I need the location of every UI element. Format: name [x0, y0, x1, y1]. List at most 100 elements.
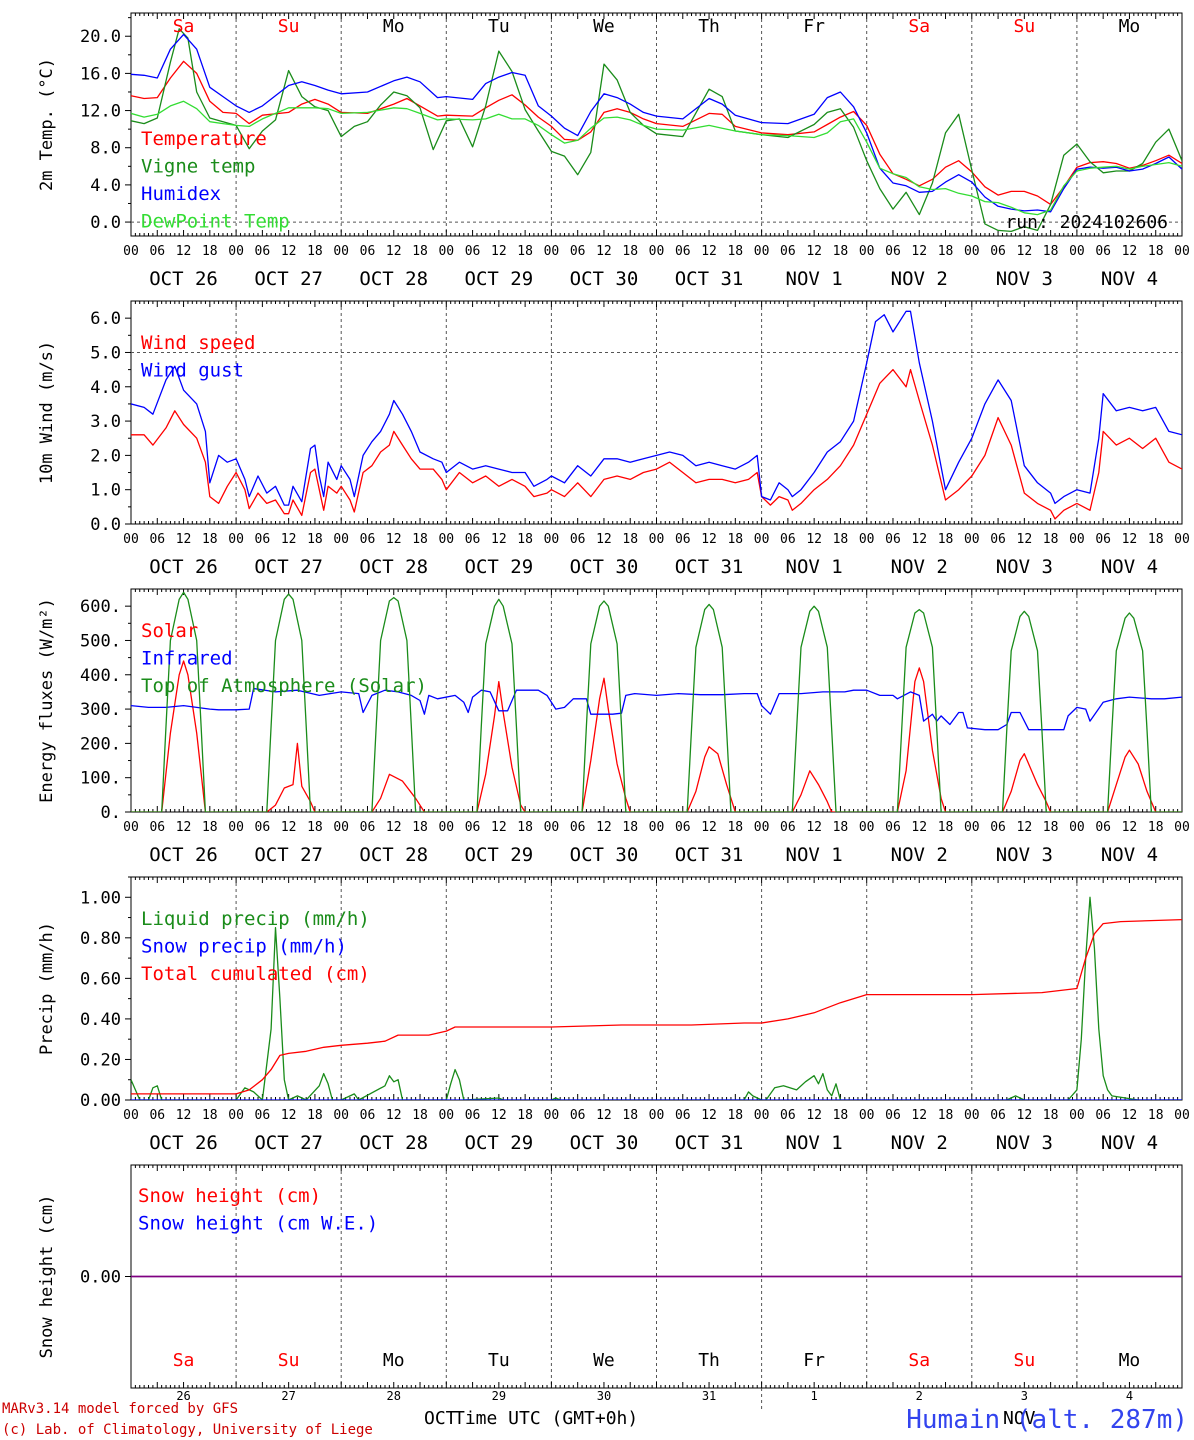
hour-tick-label: 06: [675, 532, 691, 547]
y-tick-label: 4.0: [90, 176, 121, 196]
panel-frame: [130, 12, 1183, 237]
date-label: NOV 1: [786, 556, 843, 578]
series-line-infrared: [131, 687, 1182, 731]
series-line-temperature: [131, 60, 1182, 206]
hour-tick-label: 00: [123, 532, 139, 547]
hour-tick-label: 06: [570, 532, 586, 547]
y-tick-label: 4.0: [90, 378, 121, 398]
day-number-label: 1: [811, 1389, 818, 1403]
hour-tick-label: 12: [386, 820, 402, 835]
hour-tick-label: 18: [202, 244, 218, 259]
footer-lab-credit: (c) Lab. of Climatology, University of L…: [2, 1422, 373, 1438]
weekday-label: Fr: [803, 16, 825, 37]
hour-tick-label: 12: [1017, 244, 1033, 259]
hour-tick-label: 00: [438, 532, 454, 547]
date-label: OCT 31: [675, 844, 744, 866]
weekday-label: Mo: [383, 16, 405, 37]
day-number-label: 3: [1021, 1389, 1028, 1403]
legend-entry: Top of Atmosphere (Solar): [141, 675, 427, 697]
hour-tick-label: 12: [596, 820, 612, 835]
hour-tick-label: 18: [1148, 532, 1164, 547]
legend-entry: Wind gust: [141, 360, 244, 382]
series-line-total-cumulated-cm-: [131, 918, 1182, 1095]
hour-tick-label: 12: [596, 532, 612, 547]
hour-tick-label: 00: [438, 244, 454, 259]
legend-entry: Total cumulated (cm): [141, 963, 370, 985]
hour-tick-label: 12: [1017, 820, 1033, 835]
date-label: NOV 2: [891, 844, 948, 866]
panel-3: 0. 100. 200. 300. 400. 500. 600. Energy fluxes …: [37, 588, 1190, 866]
hour-tick-label: 00: [859, 244, 875, 259]
hour-tick-label: 00: [333, 244, 349, 259]
hour-tick-label: 18: [1043, 532, 1059, 547]
hour-tick-label: 06: [1095, 244, 1111, 259]
y-tick-label: 8.0: [90, 139, 121, 159]
date-label: OCT 26: [149, 844, 218, 866]
panel-frame: [130, 588, 1183, 813]
panel-frame: [130, 300, 1183, 525]
y-tick-label: 0.80: [80, 929, 121, 949]
weekday-label: Sa: [908, 16, 930, 37]
hour-tick-label: 06: [675, 244, 691, 259]
hour-tick-label: 00: [1174, 1108, 1190, 1123]
hour-tick-label: 12: [911, 1108, 927, 1123]
hour-tick-label: 18: [727, 1108, 743, 1123]
date-label: NOV 1: [786, 1132, 843, 1154]
hour-tick-label: 18: [307, 1108, 323, 1123]
date-label: NOV 4: [1101, 268, 1158, 290]
y-axis-label: Snow height (cm): [37, 1195, 57, 1359]
hour-tick-label: 06: [255, 820, 271, 835]
date-label: OCT 30: [570, 268, 639, 290]
hour-tick-label: 00: [1174, 244, 1190, 259]
y-tick-label: 12.0: [80, 102, 121, 122]
date-label: OCT 28: [359, 556, 428, 578]
hour-tick-label: 06: [149, 1108, 165, 1123]
hour-tick-label: 12: [701, 1108, 717, 1123]
weekday-label: Mo: [1119, 1350, 1141, 1371]
hour-tick-label: 06: [570, 1108, 586, 1123]
hour-tick-label: 06: [149, 244, 165, 259]
y-tick-label: 300.: [80, 700, 121, 720]
hour-tick-label: 00: [649, 1108, 665, 1123]
weekday-label: Sa: [173, 1350, 195, 1371]
weekday-label: Th: [698, 1350, 720, 1371]
series-line-wind-gust: [131, 310, 1182, 506]
hour-tick-label: 18: [1148, 1108, 1164, 1123]
hour-tick-label: 18: [1148, 244, 1164, 259]
date-label: OCT 31: [675, 1132, 744, 1154]
hour-tick-label: 06: [255, 244, 271, 259]
date-label: OCT 29: [465, 268, 534, 290]
day-number-label: 31: [702, 1389, 716, 1403]
hour-tick-label: 00: [859, 1108, 875, 1123]
y-tick-label: 6.0: [90, 309, 121, 329]
hour-tick-label: 06: [780, 1108, 796, 1123]
hour-tick-label: 18: [622, 244, 638, 259]
day-number-label: 27: [281, 1389, 295, 1403]
hour-tick-label: 12: [596, 1108, 612, 1123]
series-line-solar: [131, 660, 1182, 812]
hour-tick-label: 06: [675, 820, 691, 835]
date-label: OCT 27: [254, 844, 323, 866]
hour-tick-label: 18: [1043, 1108, 1059, 1123]
hour-tick-label: 18: [412, 244, 428, 259]
date-label: OCT 31: [675, 556, 744, 578]
hour-tick-label: 06: [780, 820, 796, 835]
hour-tick-label: 18: [517, 820, 533, 835]
y-tick-label: 1.00: [80, 888, 121, 908]
weekday-label: Mo: [383, 1350, 405, 1371]
series-line-liquid-precip-mm-h-: [131, 896, 1182, 1100]
hour-tick-label: 00: [1069, 532, 1085, 547]
hour-tick-label: 18: [938, 244, 954, 259]
hour-tick-label: 00: [1069, 1108, 1085, 1123]
date-label: OCT 26: [149, 268, 218, 290]
hour-tick-label: 00: [1174, 820, 1190, 835]
weekday-label: Su: [278, 1350, 300, 1371]
series-line-dewpoint-temp: [131, 100, 1182, 216]
hour-tick-label: 12: [911, 244, 927, 259]
hour-tick-label: 18: [202, 1108, 218, 1123]
weekday-label: Fr: [803, 1350, 825, 1371]
hour-tick-label: 12: [386, 244, 402, 259]
hour-tick-label: 18: [622, 1108, 638, 1123]
hour-tick-label: 06: [465, 820, 481, 835]
hour-tick-label: 00: [123, 820, 139, 835]
